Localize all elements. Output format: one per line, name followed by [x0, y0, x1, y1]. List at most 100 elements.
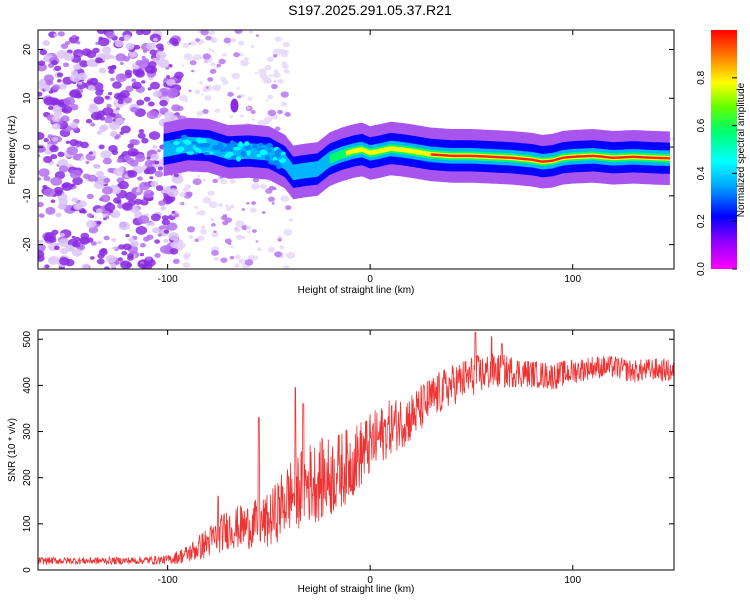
heatmap-ridge-cell — [276, 163, 282, 170]
heatmap-noise-cell — [212, 84, 222, 92]
heatmap-noise-cell — [239, 53, 244, 57]
heatmap-noise-cell — [105, 215, 110, 219]
heatmap-noise-cell — [157, 58, 170, 68]
heatmap-noise-cell — [195, 211, 200, 215]
heatmap-noise-cell — [267, 109, 277, 117]
heatmap-ridge-cell — [183, 140, 192, 145]
heatmap-ridge-cell — [232, 147, 242, 151]
heatmap-noise-cell — [51, 136, 59, 143]
heatmap-noise-cell — [38, 60, 46, 66]
heatmap-noise-cell — [252, 177, 260, 183]
heatmap-noise-cell — [264, 64, 272, 71]
heatmap-noise-cell — [147, 87, 152, 91]
heatmap-ridge-cell — [267, 148, 272, 153]
heatmap-noise-cell — [141, 55, 146, 60]
x-axis-label: Height of straight line (km) — [298, 285, 415, 296]
heatmap-noise-cell — [192, 178, 202, 186]
page-title: S197.2025.291.05.37.R21 — [288, 2, 452, 18]
heatmap-noise-cell — [85, 118, 93, 124]
heatmap-noise-cell — [194, 205, 199, 210]
heatmap-noise-cell — [90, 241, 97, 246]
heatmap-noise-cell — [72, 34, 77, 39]
heatmap-noise-cell — [58, 238, 71, 248]
heatmap-noise-cell — [70, 183, 75, 187]
heatmap-noise-cell — [209, 68, 217, 74]
heatmap-noise-cell — [274, 251, 283, 258]
heatmap-noise-cell — [265, 78, 272, 84]
heatmap-ridge-cell — [275, 148, 283, 154]
heatmap-noise-cell — [176, 241, 186, 249]
heatmap-noise-cell — [251, 229, 257, 233]
heatmap-noise-cell — [280, 51, 288, 58]
heatmap-noise-cell — [141, 80, 146, 84]
heatmap-noise-cell — [86, 50, 97, 59]
heatmap-noise-cell — [141, 137, 149, 144]
heatmap-noise-cell — [43, 96, 56, 106]
heatmap-ridge-cell — [219, 148, 226, 153]
heatmap-ridge-cell — [195, 143, 204, 148]
heatmap-noise-cell — [201, 93, 204, 96]
heatmap-noise-cell — [157, 149, 161, 153]
heatmap-noise-cell — [103, 235, 110, 241]
heatmap-noise-cell — [53, 186, 63, 195]
heatmap-noise-cell — [89, 103, 97, 110]
heatmap-noise-cell — [160, 206, 167, 211]
heatmap-ridge-cell — [238, 141, 243, 147]
heatmap-noise-cell — [51, 84, 61, 91]
heatmap-noise-cell — [96, 130, 103, 135]
heatmap-ridge-cell — [202, 142, 211, 148]
heatmap-noise-cell — [143, 236, 150, 242]
heatmap-noise-cell — [267, 94, 274, 100]
heatmap-noise-cell — [150, 153, 160, 161]
heatmap-noise-cell — [274, 36, 282, 42]
heatmap-noise-cell — [42, 40, 50, 47]
heatmap-noise-cell — [222, 52, 227, 57]
heatmap-noise-cell — [207, 77, 214, 82]
heatmap-noise-cell — [199, 56, 203, 60]
heatmap-noise-cell — [97, 174, 105, 181]
heatmap-noise-cell — [69, 121, 78, 129]
colorbar-tick-label: 0.2 — [696, 214, 707, 228]
heatmap-noise-cell — [272, 72, 281, 79]
heatmap-noise-cell — [202, 109, 209, 115]
heatmap-noise-cell — [224, 204, 229, 208]
heatmap-noise-cell — [142, 50, 147, 54]
x-tick-label: 100 — [564, 575, 581, 586]
heatmap-noise-cell — [250, 45, 255, 49]
heatmap-noise-cell — [38, 243, 46, 252]
heatmap-noise-cell — [138, 128, 145, 134]
heatmap-noise-cell — [250, 110, 256, 115]
heatmap-ridge-band — [430, 153, 670, 163]
heatmap-noise-cell — [80, 232, 90, 240]
heatmap-noise-cell — [179, 191, 186, 197]
heatmap-noise-cell — [110, 186, 121, 195]
heatmap-noise-cell — [158, 200, 166, 206]
heatmap-noise-cell — [246, 225, 252, 230]
heatmap-noise-cell — [50, 153, 58, 160]
heatmap-noise-cell — [173, 173, 179, 178]
heatmap-noise-cell — [251, 201, 257, 206]
heatmap-noise-cell — [139, 252, 145, 257]
heatmap-noise-cell — [48, 105, 54, 111]
y-tick-label: 400 — [22, 377, 33, 394]
heatmap-noise-cell — [125, 42, 135, 50]
heatmap-noise-cell — [78, 153, 83, 157]
heatmap-noise-cell — [166, 222, 178, 231]
heatmap-noise-cell — [149, 81, 161, 90]
heatmap-noise-cell — [120, 260, 132, 269]
heatmap-noise-cell — [112, 81, 122, 89]
heatmap-noise-cell — [167, 87, 179, 97]
heatmap-noise-cell — [233, 227, 241, 233]
heatmap-ridge-cell — [252, 143, 258, 149]
heatmap-noise-cell — [110, 212, 115, 217]
heatmap-noise-cell — [43, 188, 56, 197]
heatmap-noise-cell — [200, 229, 207, 235]
heatmap-noise-cell — [181, 64, 185, 67]
colorbar — [711, 30, 737, 269]
heatmap-noise-cell — [122, 202, 133, 211]
heatmap-noise-cell — [125, 85, 134, 93]
heatmap-noise-cell — [57, 159, 69, 168]
heatmap-noise-cell — [96, 220, 102, 225]
heatmap-noise-cell — [150, 213, 161, 222]
heatmap-noise-cell — [236, 87, 240, 90]
